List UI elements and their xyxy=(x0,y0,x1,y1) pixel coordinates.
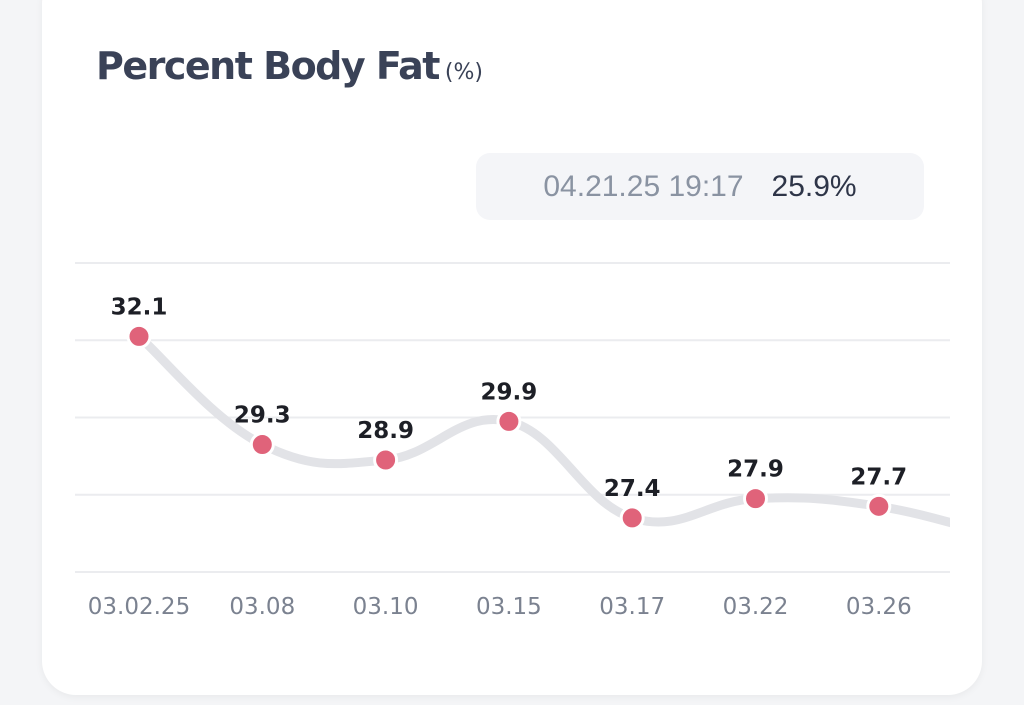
chart-title: Percent Body Fat (%) xyxy=(96,44,483,88)
body-fat-card xyxy=(42,0,982,695)
x-tick-label: 03.26 xyxy=(846,594,912,620)
data-point xyxy=(249,432,275,458)
selected-point-tooltip: 04.21.25 19:17 25.9% xyxy=(476,153,924,220)
x-tick-label: 03.15 xyxy=(476,594,542,620)
data-label: 29.3 xyxy=(234,403,291,429)
series-line xyxy=(134,331,950,528)
data-point xyxy=(126,323,152,349)
data-point xyxy=(619,505,645,531)
x-tick-label: 03.08 xyxy=(229,594,295,620)
title-unit: (%) xyxy=(444,60,483,85)
data-label: 32.1 xyxy=(111,294,168,320)
data-point xyxy=(743,486,768,512)
data-label: 27.7 xyxy=(850,464,907,490)
tooltip-datetime: 04.21.25 19:17 xyxy=(543,169,744,203)
title-text: Percent Body Fat xyxy=(96,44,440,88)
tooltip-value: 25.9% xyxy=(771,169,857,203)
x-tick-label: 03.17 xyxy=(599,594,665,620)
x-tick-label: 03.22 xyxy=(723,594,789,620)
data-label: 29.9 xyxy=(481,379,538,405)
data-label: 27.9 xyxy=(727,457,784,483)
x-tick-label: 03.10 xyxy=(353,594,419,620)
data-point xyxy=(866,493,892,519)
x-tick-label: 03.02.25 xyxy=(88,594,190,620)
data-label: 27.4 xyxy=(604,476,661,502)
data-label: 28.9 xyxy=(357,418,414,444)
data-point xyxy=(496,408,522,434)
data-point xyxy=(373,447,399,473)
